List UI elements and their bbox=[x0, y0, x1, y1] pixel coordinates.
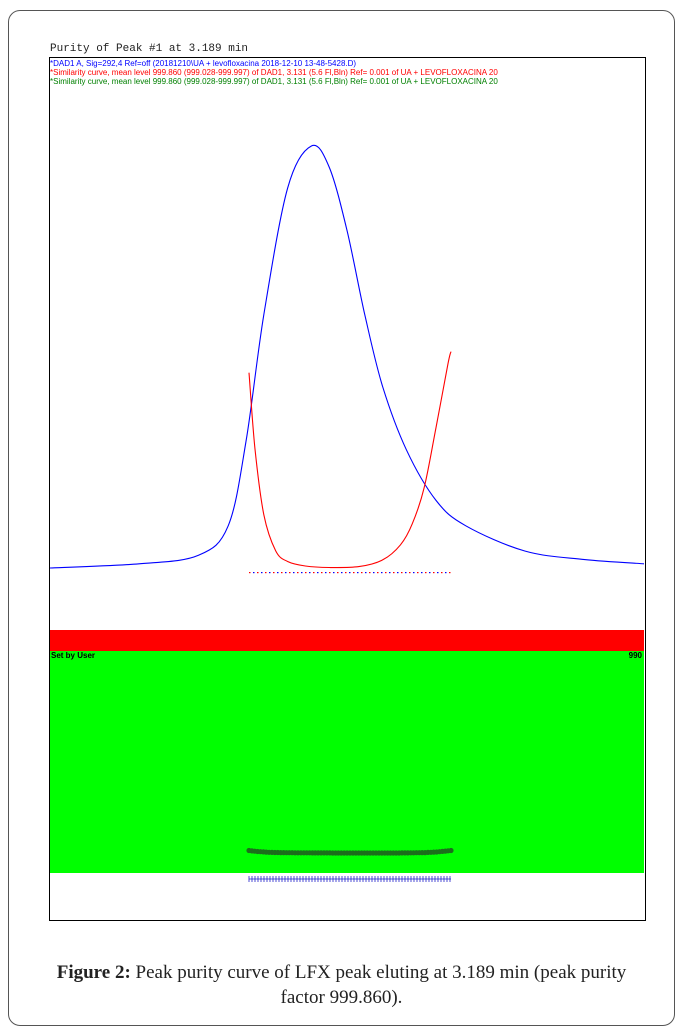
range-dot bbox=[413, 572, 415, 574]
range-dot bbox=[433, 572, 435, 574]
range-dot bbox=[313, 572, 315, 574]
legend-entry-similarity-green: *Similarity curve, mean level 999.860 (9… bbox=[50, 77, 498, 86]
series-line-similarity-red bbox=[248, 351, 452, 569]
range-dot bbox=[257, 572, 259, 574]
range-dot bbox=[305, 572, 307, 574]
range-dot bbox=[357, 572, 359, 574]
threshold-band-green bbox=[50, 651, 644, 873]
range-dot bbox=[337, 572, 339, 574]
range-dot bbox=[389, 572, 391, 574]
band-left-label: Set by User bbox=[51, 651, 96, 660]
range-dot bbox=[281, 572, 283, 574]
series-line-dad1-signal bbox=[49, 144, 645, 569]
figure-caption: Figure 2: Peak purity curve of LFX peak … bbox=[40, 960, 643, 1010]
range-dot bbox=[325, 572, 327, 574]
range-dot bbox=[373, 572, 375, 574]
caption-label: Figure 2: bbox=[56, 962, 131, 983]
range-dot bbox=[425, 572, 427, 574]
chart-title: Purity of Peak #1 at 3.189 min bbox=[50, 43, 249, 55]
range-dot bbox=[253, 572, 255, 574]
range-dot bbox=[317, 572, 319, 574]
range-dot bbox=[329, 572, 331, 574]
range-dot bbox=[285, 572, 287, 574]
range-dot bbox=[265, 572, 267, 574]
band-right-label: 990 bbox=[628, 651, 642, 660]
similarity-point-green bbox=[448, 847, 454, 854]
range-dot bbox=[261, 572, 263, 574]
range-dot bbox=[349, 572, 351, 574]
threshold-band-red bbox=[50, 630, 644, 651]
range-dot bbox=[441, 572, 443, 574]
range-dot bbox=[333, 572, 335, 574]
range-dot bbox=[393, 572, 395, 574]
range-dot bbox=[377, 572, 379, 574]
range-dot bbox=[409, 572, 411, 574]
range-dot bbox=[321, 572, 323, 574]
range-dot bbox=[445, 572, 447, 574]
range-dot bbox=[421, 572, 423, 574]
range-dot bbox=[369, 572, 371, 574]
range-dot bbox=[249, 572, 251, 574]
range-dot bbox=[405, 572, 407, 574]
range-dot bbox=[437, 572, 439, 574]
range-dot bbox=[397, 572, 399, 574]
range-dot bbox=[345, 572, 347, 574]
range-dot bbox=[353, 572, 355, 574]
range-dot bbox=[365, 572, 367, 574]
legend-entry-dad1: *DAD1 A, Sig=292,4 Ref=off (20181210\UA … bbox=[50, 59, 357, 68]
range-dot bbox=[273, 572, 275, 574]
range-dot bbox=[385, 572, 387, 574]
caption-text: Peak purity curve of LFX peak eluting at… bbox=[130, 962, 627, 1008]
range-dot bbox=[297, 572, 299, 574]
legend-entry-similarity-red: *Similarity curve, mean level 999.860 (9… bbox=[50, 68, 498, 77]
range-dot bbox=[449, 572, 451, 574]
range-dot bbox=[341, 572, 343, 574]
range-dot bbox=[301, 572, 303, 574]
range-dot bbox=[401, 572, 403, 574]
range-dot bbox=[381, 572, 383, 574]
range-dot bbox=[277, 572, 279, 574]
range-dot bbox=[293, 572, 295, 574]
range-dot bbox=[429, 572, 431, 574]
range-dot bbox=[417, 572, 419, 574]
range-dot bbox=[269, 572, 271, 574]
range-dot bbox=[309, 572, 311, 574]
range-dot bbox=[361, 572, 363, 574]
range-dot bbox=[289, 572, 291, 574]
